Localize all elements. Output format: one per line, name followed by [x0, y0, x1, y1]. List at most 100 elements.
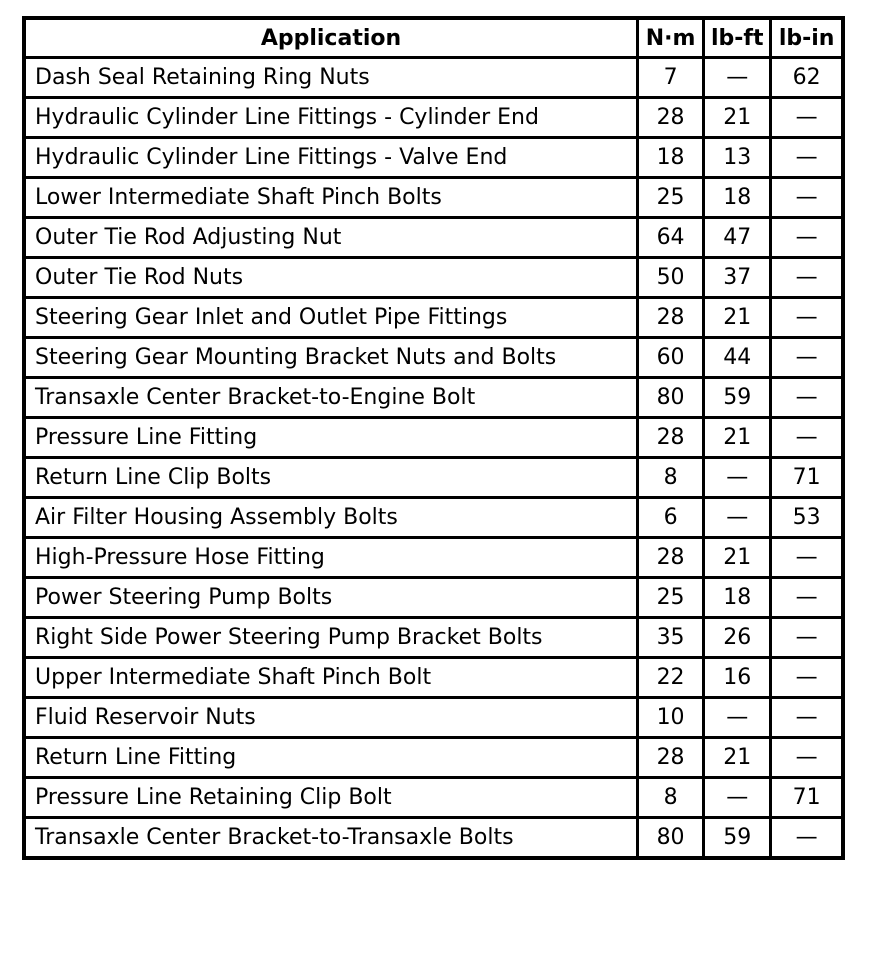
lbft-cell: 21	[702, 736, 773, 779]
table-row: Outer Tie Rod Adjusting Nut 64 47—	[22, 216, 845, 259]
nm-cell: 8	[635, 456, 706, 499]
lbin-cell: —	[769, 296, 845, 339]
application-cell: Lower Intermediate Shaft Pinch Bolts	[22, 176, 639, 219]
table-row: Power Steering Pump Bolts 25 18—	[22, 576, 845, 619]
application-cell: Upper Intermediate Shaft Pinch Bolt	[22, 656, 639, 699]
table-row: Hydraulic Cylinder Line Fittings - Valve…	[22, 136, 845, 179]
application-cell: Steering Gear Inlet and Outlet Pipe Fitt…	[22, 296, 639, 339]
lbin-cell: 62	[769, 56, 845, 99]
lbin-cell: 71	[769, 776, 845, 819]
lbft-cell: 21	[702, 536, 773, 579]
lbft-cell: 21	[702, 96, 773, 139]
nm-cell: 8	[635, 776, 706, 819]
torque-spec-table: Application N·m lb-ft lb-in Dash Seal Re…	[22, 16, 845, 860]
application-cell: Hydraulic Cylinder Line Fittings - Valve…	[22, 136, 639, 179]
application-cell: Transaxle Center Bracket-to-Engine Bolt	[22, 376, 639, 419]
header-application: Application	[22, 16, 639, 59]
lbft-cell: 16	[702, 656, 773, 699]
lbin-cell: —	[769, 176, 845, 219]
table-row: Pressure Line Fitting 28 21—	[22, 416, 845, 459]
lbin-cell: —	[769, 256, 845, 299]
application-cell: Transaxle Center Bracket-to-Transaxle Bo…	[22, 816, 639, 860]
application-cell: Air Filter Housing Assembly Bolts	[22, 496, 639, 539]
table-row: Pressure Line Retaining Clip Bolt 8—71	[22, 776, 845, 819]
lbin-cell: —	[769, 416, 845, 459]
application-cell: Power Steering Pump Bolts	[22, 576, 639, 619]
table-row: Right Side Power Steering Pump Bracket B…	[22, 616, 845, 659]
lbft-cell: —	[702, 776, 773, 819]
table-row: Steering Gear Mounting Bracket Nuts and …	[22, 336, 845, 379]
nm-cell: 28	[635, 96, 706, 139]
nm-cell: 7	[635, 56, 706, 99]
lbin-cell: —	[769, 376, 845, 419]
application-cell: Fluid Reservoir Nuts	[22, 696, 639, 739]
lbft-cell: 13	[702, 136, 773, 179]
table-row: High-Pressure Hose Fitting 28 21—	[22, 536, 845, 579]
table-row: Transaxle Center Bracket-to-Engine Bolt 8…	[22, 376, 845, 419]
application-cell: Right Side Power Steering Pump Bracket B…	[22, 616, 639, 659]
lbin-cell: —	[769, 696, 845, 739]
lbin-cell: —	[769, 656, 845, 699]
table-row: Fluid Reservoir Nuts 10— —	[22, 696, 845, 739]
lbin-cell: —	[769, 96, 845, 139]
application-cell: High-Pressure Hose Fitting	[22, 536, 639, 579]
application-cell: Hydraulic Cylinder Line Fittings - Cylin…	[22, 96, 639, 139]
nm-cell: 35	[635, 616, 706, 659]
application-cell: Pressure Line Fitting	[22, 416, 639, 459]
table-row: Hydraulic Cylinder Line Fittings - Cylin…	[22, 96, 845, 139]
lbin-cell: —	[769, 136, 845, 179]
lbin-cell: —	[769, 616, 845, 659]
nm-cell: 28	[635, 416, 706, 459]
application-cell: Outer Tie Rod Adjusting Nut	[22, 216, 639, 259]
nm-cell: 80	[635, 376, 706, 419]
nm-cell: 64	[635, 216, 706, 259]
application-cell: Dash Seal Retaining Ring Nuts	[22, 56, 639, 99]
lbin-cell: —	[769, 576, 845, 619]
nm-cell: 50	[635, 256, 706, 299]
lbft-cell: 47	[702, 216, 773, 259]
lbin-cell: —	[769, 336, 845, 379]
nm-cell: 28	[635, 736, 706, 779]
lbft-cell: 59	[702, 816, 773, 860]
application-cell: Return Line Clip Bolts	[22, 456, 639, 499]
application-cell: Outer Tie Rod Nuts	[22, 256, 639, 299]
lbin-cell: —	[769, 736, 845, 779]
lbft-cell: —	[702, 456, 773, 499]
nm-cell: 28	[635, 296, 706, 339]
lbft-cell: —	[702, 496, 773, 539]
application-cell: Pressure Line Retaining Clip Bolt	[22, 776, 639, 819]
lbft-cell: 21	[702, 416, 773, 459]
table-row: Return Line Clip Bolts 8—71	[22, 456, 845, 499]
header-nm: N·m	[635, 16, 706, 59]
lbft-cell: 18	[702, 576, 773, 619]
nm-cell: 80	[635, 816, 706, 860]
nm-cell: 25	[635, 176, 706, 219]
lbin-cell: —	[769, 536, 845, 579]
lbft-cell: —	[702, 56, 773, 99]
nm-cell: 22	[635, 656, 706, 699]
lbft-cell: 26	[702, 616, 773, 659]
table-row: Dash Seal Retaining Ring Nuts 7—62	[22, 56, 845, 99]
table-row: Steering Gear Inlet and Outlet Pipe Fitt…	[22, 296, 845, 339]
lbft-cell: 37	[702, 256, 773, 299]
table-row: Return Line Fitting 28 21—	[22, 736, 845, 779]
lbft-cell: 59	[702, 376, 773, 419]
table-row: Upper Intermediate Shaft Pinch Bolt 22 16—	[22, 656, 845, 699]
table-row: Lower Intermediate Shaft Pinch Bolts 25 18…	[22, 176, 845, 219]
lbft-cell: 18	[702, 176, 773, 219]
nm-cell: 10	[635, 696, 706, 739]
lbin-cell: 53	[769, 496, 845, 539]
lbft-cell: —	[702, 696, 773, 739]
nm-cell: 60	[635, 336, 706, 379]
nm-cell: 6	[635, 496, 706, 539]
lbin-cell: —	[769, 216, 845, 259]
header-lbft: lb-ft	[702, 16, 773, 59]
table-row: Air Filter Housing Assembly Bolts 6—53	[22, 496, 845, 539]
lbft-cell: 21	[702, 296, 773, 339]
nm-cell: 18	[635, 136, 706, 179]
table-row: Transaxle Center Bracket-to-Transaxle Bo…	[22, 816, 845, 860]
header-lbin: lb-in	[769, 16, 845, 59]
nm-cell: 28	[635, 536, 706, 579]
nm-cell: 25	[635, 576, 706, 619]
header-row: Application N·m lb-ft lb-in	[22, 16, 845, 59]
